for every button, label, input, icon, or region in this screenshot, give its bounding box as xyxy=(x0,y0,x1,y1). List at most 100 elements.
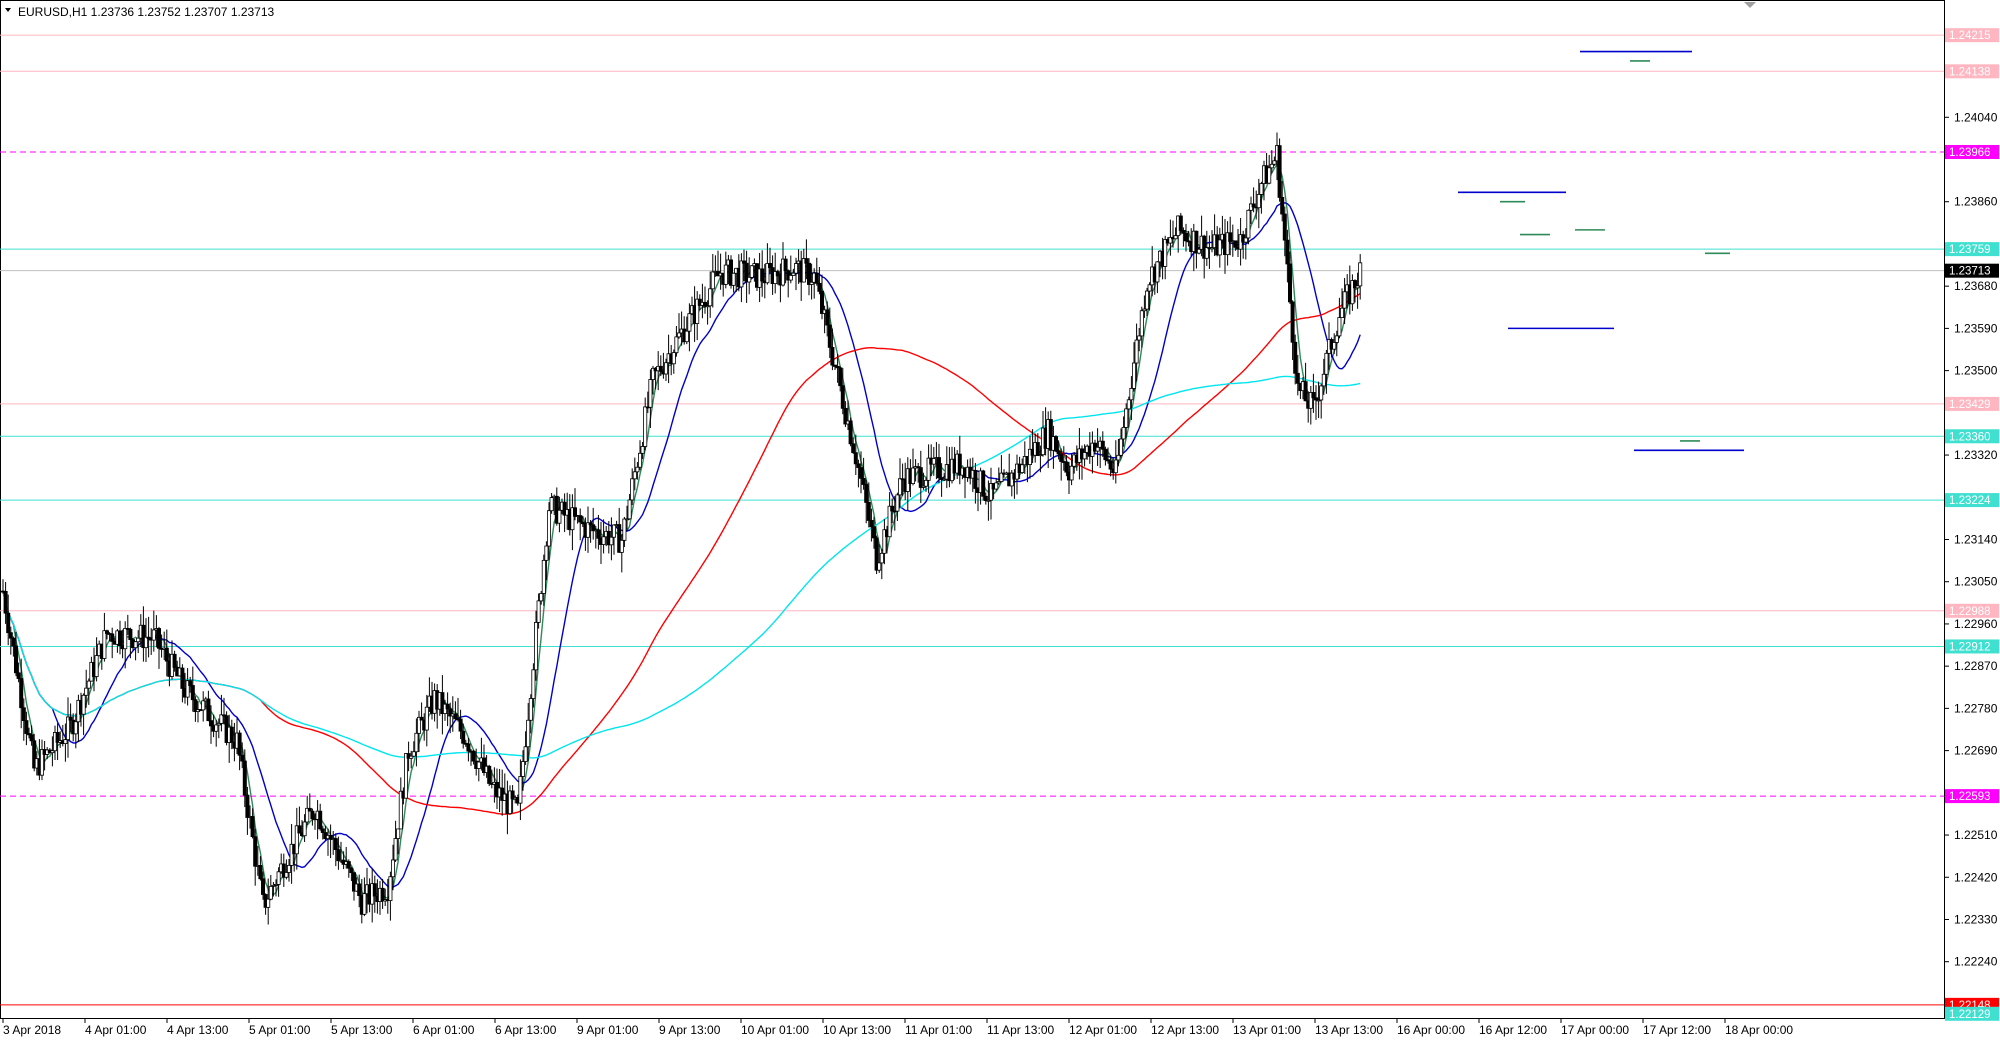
candle-body xyxy=(1197,248,1202,254)
candle-body xyxy=(318,810,323,830)
candle-body xyxy=(1064,461,1069,473)
candle-body xyxy=(6,612,11,634)
candle-body xyxy=(983,495,988,501)
candle-body xyxy=(539,593,544,602)
candle-body xyxy=(219,714,224,724)
candle-body xyxy=(794,263,799,274)
x-tick-label-6: 6 Apr 13:00 xyxy=(495,1023,557,1037)
candle-body xyxy=(24,720,29,734)
candle-body xyxy=(146,636,151,640)
candle-body xyxy=(554,495,559,524)
candle-body xyxy=(258,865,263,880)
candle-body xyxy=(830,346,835,366)
candle-body xyxy=(840,385,845,409)
candle-body xyxy=(32,740,37,769)
candle-body xyxy=(1181,230,1186,234)
candle-body xyxy=(775,271,780,277)
candle-body xyxy=(1126,399,1131,410)
candle-body xyxy=(973,469,978,489)
candle-body xyxy=(872,526,877,539)
candle-body xyxy=(710,271,715,290)
candle-body xyxy=(632,471,637,480)
candle-body xyxy=(250,816,255,838)
candle-body xyxy=(536,600,541,623)
x-tick-label-20: 17 Apr 12:00 xyxy=(1643,1023,1711,1037)
candle-body xyxy=(1314,397,1319,401)
candle-body xyxy=(1272,160,1277,165)
candle-body xyxy=(380,887,385,902)
scroll-marker-icon[interactable] xyxy=(1744,2,1756,8)
candle-body xyxy=(1119,438,1124,456)
candle-body xyxy=(747,276,752,283)
candle-body xyxy=(276,871,281,885)
y-tick-label-10: 1.22780 xyxy=(1954,701,1998,715)
candle-body xyxy=(266,898,271,908)
candle-body xyxy=(1035,442,1040,456)
candle-body xyxy=(388,876,393,902)
candle-body xyxy=(105,630,110,634)
candle-body xyxy=(942,478,947,481)
candle-body xyxy=(172,653,177,668)
candle-body xyxy=(40,749,45,776)
x-tick-label-14: 12 Apr 13:00 xyxy=(1151,1023,1219,1037)
candle-body xyxy=(294,825,299,855)
y-tick-label-3: 1.23590 xyxy=(1954,321,1998,335)
candle-body xyxy=(895,494,900,512)
candle-body xyxy=(825,309,830,326)
price-label-7: 1.23224 xyxy=(1949,495,1991,507)
candle-body xyxy=(521,761,526,777)
candle-body xyxy=(390,859,395,878)
candle-body xyxy=(1259,183,1264,195)
candle-body xyxy=(1290,301,1295,343)
candle-body xyxy=(999,472,1004,482)
candle-body xyxy=(253,836,258,867)
candle-body xyxy=(1256,194,1261,209)
candle-body xyxy=(534,622,539,671)
dropdown-arrow-icon[interactable] xyxy=(5,8,11,12)
candle-body xyxy=(791,272,796,276)
candle-body xyxy=(687,313,692,332)
candle-body xyxy=(635,466,640,473)
y-tick-label-4: 1.23500 xyxy=(1954,364,1998,378)
candle-body xyxy=(136,637,141,643)
candle-body xyxy=(640,446,645,454)
candle-body xyxy=(185,680,190,698)
x-tick-label-7: 9 Apr 01:00 xyxy=(577,1023,639,1037)
ma-mid-line xyxy=(2,202,1361,888)
candle-body xyxy=(242,760,247,796)
candle-body xyxy=(851,443,856,454)
candle-body xyxy=(578,515,583,523)
candle-body xyxy=(133,641,138,649)
candle-body xyxy=(201,700,206,711)
candle-body xyxy=(695,298,700,324)
candle-body xyxy=(1173,235,1178,240)
candle-body xyxy=(510,790,515,800)
price-label-bg-2 xyxy=(1945,144,1999,159)
candle-body xyxy=(843,407,848,425)
price-label-bg-8 xyxy=(1945,603,1999,618)
candle-body xyxy=(63,739,68,745)
candle-body xyxy=(586,522,591,538)
candle-body xyxy=(1233,240,1238,248)
candle-body xyxy=(245,794,250,818)
candle-body xyxy=(190,685,195,701)
candle-body xyxy=(742,260,747,264)
candle-body xyxy=(507,790,512,814)
candle-body xyxy=(703,301,708,307)
candle-body xyxy=(765,263,770,284)
candle-body xyxy=(396,828,401,839)
candle-body xyxy=(648,379,653,408)
candle-body xyxy=(419,716,424,721)
candle-body xyxy=(118,630,123,647)
candle-body xyxy=(1332,342,1337,350)
candle-body xyxy=(890,505,895,512)
candle-body xyxy=(471,750,476,762)
candle-body xyxy=(328,835,333,840)
price-label-1: 1.24138 xyxy=(1949,66,1991,78)
candle-body xyxy=(549,497,554,512)
candle-body xyxy=(1334,335,1339,343)
candle-body xyxy=(141,624,146,649)
candle-body xyxy=(68,716,73,721)
y-tick-label-11: 1.22690 xyxy=(1954,744,1998,758)
